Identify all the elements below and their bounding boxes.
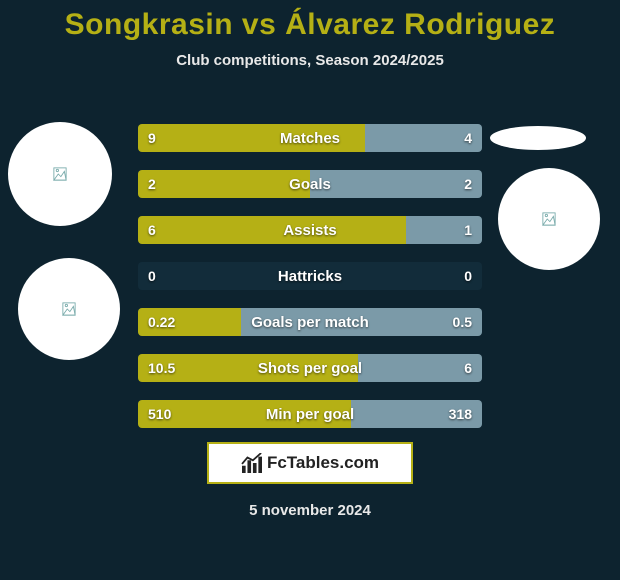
fctables-logo: FcTables.com — [207, 442, 413, 484]
subtitle: Club competitions, Season 2024/2025 — [0, 52, 620, 69]
stat-value-right: 2 — [454, 170, 482, 198]
stat-value-left: 510 — [138, 400, 181, 428]
stat-value-left: 0.22 — [138, 308, 185, 336]
stat-row: Matches94 — [138, 124, 482, 152]
stat-value-right: 318 — [439, 400, 482, 428]
stat-value-left: 10.5 — [138, 354, 185, 382]
placeholder-icon — [53, 167, 67, 181]
stat-row: Goals per match0.220.5 — [138, 308, 482, 336]
stat-value-left: 9 — [138, 124, 166, 152]
stat-value-right: 1 — [454, 216, 482, 244]
stat-row: Shots per goal10.56 — [138, 354, 482, 382]
stat-value-left: 2 — [138, 170, 166, 198]
placeholder-icon — [62, 302, 76, 316]
date-label: 5 november 2024 — [0, 502, 620, 519]
stat-label: Hattricks — [138, 262, 482, 290]
chart-icon — [241, 453, 263, 473]
stat-bar-left — [138, 124, 365, 152]
stat-value-right: 0.5 — [443, 308, 482, 336]
stat-value-right: 4 — [454, 124, 482, 152]
stat-value-left: 6 — [138, 216, 166, 244]
stat-row: Assists61 — [138, 216, 482, 244]
logo-text: FcTables.com — [267, 453, 379, 473]
stat-value-right: 0 — [454, 262, 482, 290]
page-title: Songkrasin vs Álvarez Rodriguez — [0, 0, 620, 42]
stat-row: Goals22 — [138, 170, 482, 198]
avatar-right-1 — [498, 168, 600, 270]
decorative-ellipse — [490, 126, 586, 150]
stat-value-left: 0 — [138, 262, 166, 290]
avatar-left-2 — [18, 258, 120, 360]
stats-bars-container: Matches94Goals22Assists61Hattricks00Goal… — [138, 124, 482, 446]
stat-row: Min per goal510318 — [138, 400, 482, 428]
avatar-left-1 — [8, 122, 112, 226]
stat-value-right: 6 — [454, 354, 482, 382]
placeholder-icon — [542, 212, 556, 226]
stat-row: Hattricks0 0 — [138, 262, 482, 290]
stat-bar-left — [138, 216, 406, 244]
